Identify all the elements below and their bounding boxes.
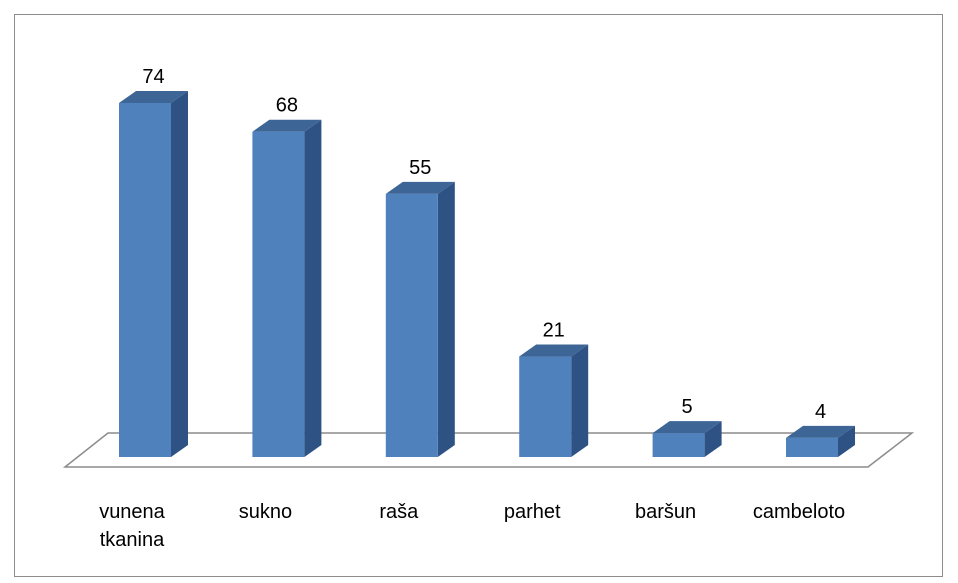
data-label: 4 — [815, 401, 826, 423]
bar-side — [437, 181, 455, 457]
data-label: 55 — [409, 157, 431, 179]
bar-top — [119, 91, 188, 103]
bar — [119, 103, 171, 457]
chart-frame — [14, 14, 943, 577]
bar — [252, 131, 305, 457]
x-tick-label: raša — [379, 501, 419, 523]
data-label: 74 — [142, 66, 164, 88]
bar-top — [252, 119, 322, 132]
bar — [519, 356, 572, 457]
bar-side — [571, 344, 589, 457]
x-tick-label: cambeloto — [752, 501, 846, 523]
bar — [385, 193, 438, 457]
bar-top — [385, 181, 455, 194]
floor — [62, 432, 915, 468]
bar-side — [171, 91, 188, 457]
bar-side — [304, 119, 322, 458]
data-label: 21 — [543, 320, 565, 342]
bar-top — [519, 344, 589, 357]
bar — [786, 437, 838, 457]
bar-side — [838, 425, 855, 457]
bar-side — [704, 421, 722, 457]
data-label: 68 — [276, 95, 298, 117]
x-tick-label: parhet — [503, 501, 561, 523]
bar-top — [652, 421, 722, 434]
data-label: 5 — [682, 396, 693, 418]
x-tick-label: sukno — [238, 501, 293, 523]
bar — [652, 433, 705, 457]
bar-top — [786, 425, 855, 438]
x-tick-label: vunena tkanina — [99, 501, 165, 551]
x-tick-label: baršun — [635, 501, 697, 523]
